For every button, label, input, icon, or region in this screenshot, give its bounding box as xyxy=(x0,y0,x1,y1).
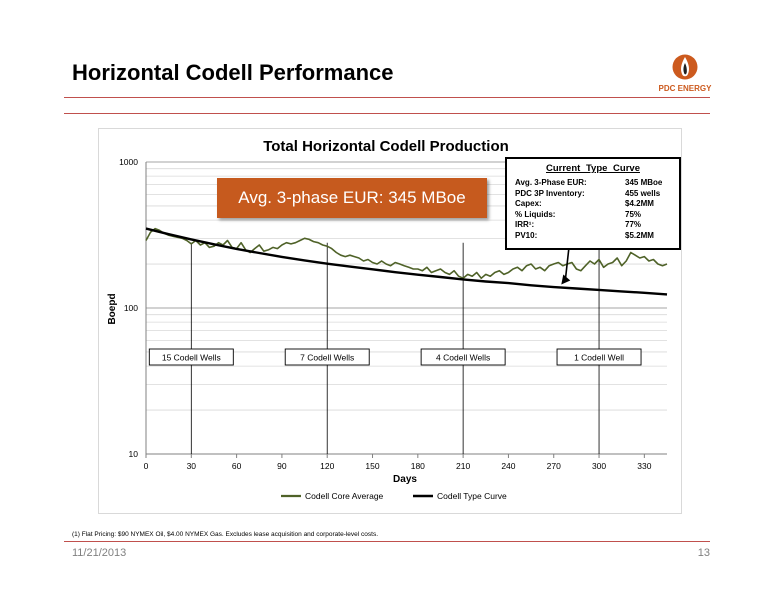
y-axis-label: Boepd xyxy=(107,293,118,324)
page-number: 13 xyxy=(697,547,710,559)
title-rule-bottom xyxy=(64,113,710,114)
stats-row: Capex: $4.2MM xyxy=(507,199,679,210)
title-rule-top xyxy=(64,97,710,98)
stats-row: IRR¹: 77% xyxy=(507,220,679,231)
x-tick-label: 270 xyxy=(547,461,561,471)
legend-label: Codell Core Average xyxy=(305,491,384,501)
chart-legend: Codell Core Average Codell Type Curve xyxy=(281,491,507,501)
well-count-box xyxy=(284,348,370,366)
x-axis-label: Days xyxy=(393,474,417,485)
x-tick-label: 0 xyxy=(144,461,149,471)
y-tick-label: 10 xyxy=(129,449,139,459)
x-tick-label: 240 xyxy=(501,461,515,471)
stats-row: PDC 3P Inventory: 455 wells xyxy=(507,189,679,200)
x-tick-label: 30 xyxy=(187,461,197,471)
x-tick-label: 150 xyxy=(365,461,379,471)
x-tick-label: 90 xyxy=(277,461,287,471)
y-tick-label: 1000 xyxy=(119,157,138,167)
stats-value: 77% xyxy=(625,220,642,229)
stats-value: $5.2MM xyxy=(625,230,654,240)
stats-key: IRR¹: xyxy=(515,220,535,229)
callout-arrow xyxy=(564,246,570,281)
well-count-label: 4 Codell Wells xyxy=(436,353,490,363)
well-count-box xyxy=(148,348,234,366)
stats-key: PV10: xyxy=(515,230,538,240)
series-line-type-curve xyxy=(145,227,668,296)
type-curve-stats-box: Current Type Curve Avg. 3-Phase EUR: 345 … xyxy=(505,157,681,250)
x-tick-label: 60 xyxy=(232,461,242,471)
stats-key: PDC 3P Inventory: xyxy=(515,188,585,198)
stats-key: % Liquids: xyxy=(515,209,556,219)
chart-title: Total Horizontal Codell Production xyxy=(263,138,509,155)
well-count-label: 1 Codell Well xyxy=(574,353,624,363)
x-tick-label: 330 xyxy=(637,461,651,471)
well-count-label: 15 Codell Wells xyxy=(162,353,221,363)
callout-arrowhead xyxy=(561,274,571,285)
logo-text: PDC ENERGY xyxy=(658,84,712,93)
y-tick-label: 100 xyxy=(124,303,138,313)
x-tick-label: 210 xyxy=(456,461,470,471)
x-tick-label: 120 xyxy=(320,461,334,471)
footer-date: 11/21/2013 xyxy=(72,547,127,559)
slide-title: Horizontal Codell Performance xyxy=(72,60,394,85)
stats-value: 75% xyxy=(625,209,642,219)
production-chart: Total Horizontal Codell Production 10 100… xyxy=(107,138,668,501)
stats-value: $4.2MM xyxy=(625,199,654,208)
x-tick-label: 180 xyxy=(411,461,425,471)
footnote: (1) Flat Pricing: $90 NYMEX Oil, $4.00 N… xyxy=(72,531,378,538)
stats-title: Current Type Curve xyxy=(546,163,640,174)
legend-label: Codell Type Curve xyxy=(437,491,507,501)
stats-row: % Liquids: 75% xyxy=(507,210,679,221)
flame-logo-icon xyxy=(672,54,698,80)
well-count-label: 7 Codell Wells xyxy=(300,353,354,363)
eur-banner: Avg. 3-phase EUR: 345 MBoe xyxy=(217,178,487,218)
stats-key: Capex: xyxy=(515,199,542,208)
stats-row: Avg. 3-Phase EUR: 345 MBoe xyxy=(507,178,679,189)
pdc-energy-logo: PDC ENERGY xyxy=(656,54,714,98)
x-tick-label: 300 xyxy=(592,461,606,471)
footer-rule xyxy=(64,541,710,542)
stats-row: PV10: $5.2MM xyxy=(507,231,679,242)
stats-key: Avg. 3-Phase EUR: xyxy=(515,178,587,187)
chart-series: 15 Codell Wells 7 Codell Wells 4 Codell We… xyxy=(145,227,668,454)
stats-value: 345 MBoe xyxy=(625,178,663,187)
chart-axes: 10 100 1000 0 30 60 90 120 150 180 210 240 270 300 330 xyxy=(119,157,667,471)
stats-value: 455 wells xyxy=(625,188,661,198)
well-count-box xyxy=(556,348,642,366)
well-count-box xyxy=(420,348,506,366)
